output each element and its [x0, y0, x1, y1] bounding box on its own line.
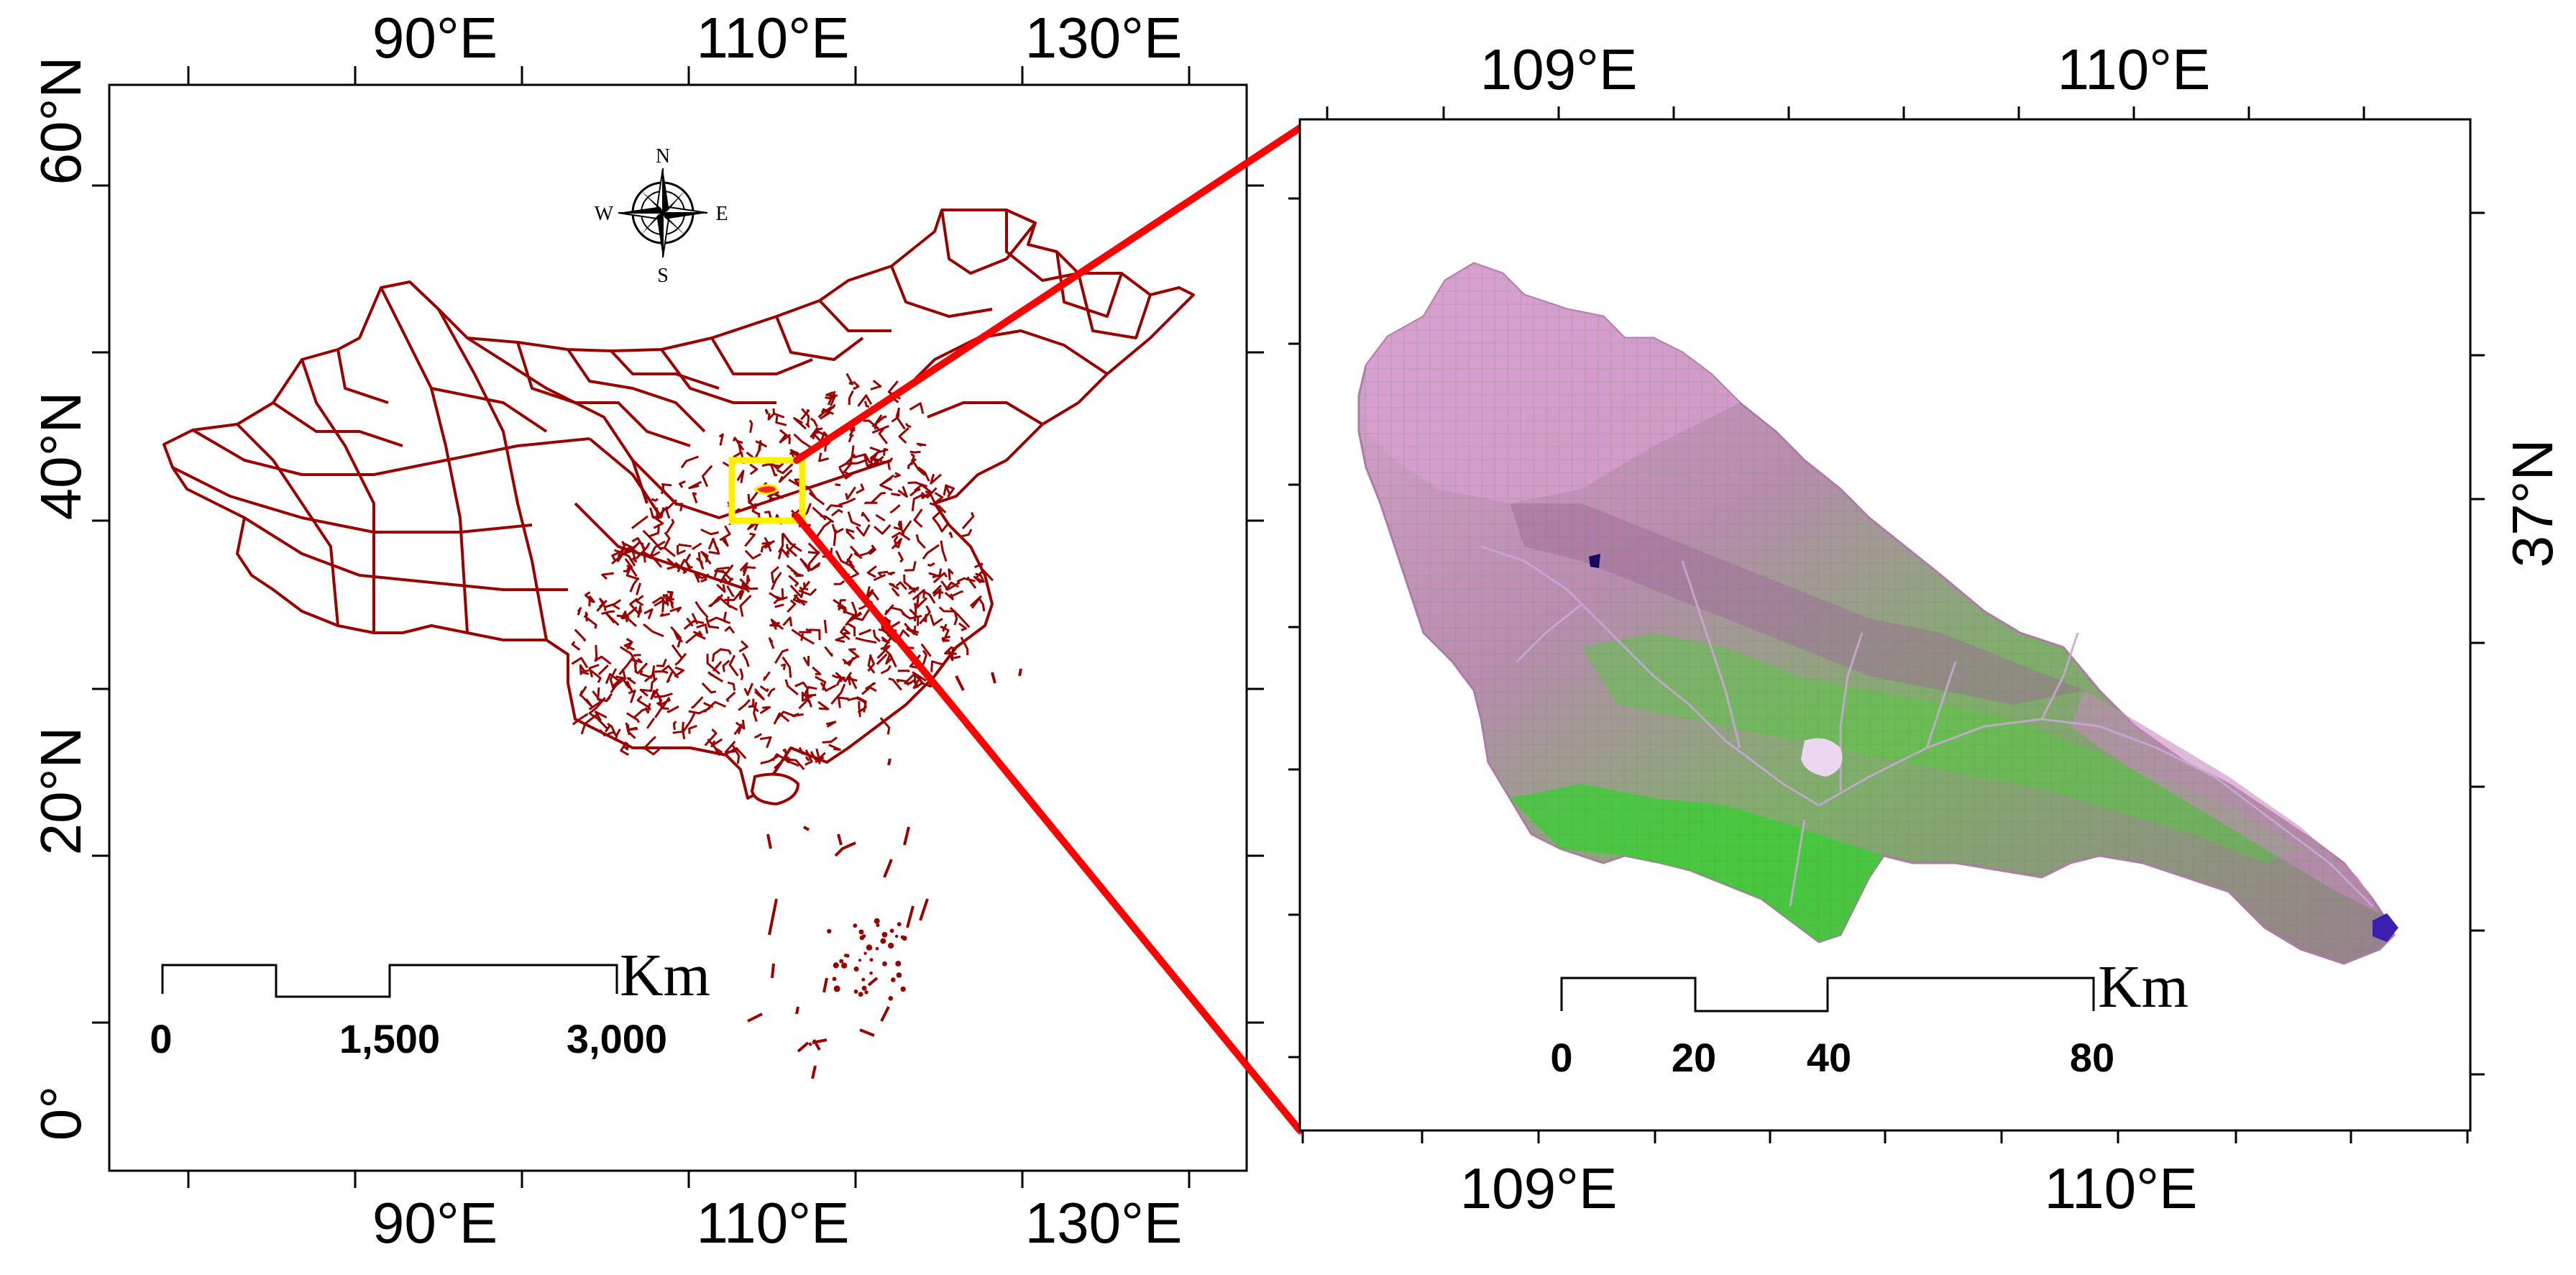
right-scale-tick-label: 20	[1672, 1035, 1716, 1080]
left-map: 90°E 110°E 130°E 90°E 110°E 130°E 60°N 4…	[29, 6, 1264, 1255]
china-dense-boundaries	[571, 373, 994, 770]
left-top-lon-label: 110°E	[697, 6, 850, 70]
island-dot	[841, 962, 848, 969]
right-right-ticks	[2470, 211, 2485, 1076]
left-map-frame	[108, 83, 1248, 1172]
island-dot	[858, 992, 863, 997]
left-scale-unit: Km	[620, 942, 710, 1009]
island-dot	[853, 989, 858, 994]
left-top-lon-label: 130°E	[1025, 6, 1183, 70]
right-bottom-ticks	[1301, 1130, 2469, 1143]
compass-e-label: E	[715, 203, 728, 225]
island-dot	[833, 985, 840, 992]
left-bottom-lon-label: 90°E	[372, 1191, 498, 1255]
right-scale-tick-label: 40	[1807, 1035, 1851, 1080]
island-dot	[861, 977, 866, 982]
island-dot	[853, 923, 858, 928]
island-dot	[896, 972, 902, 978]
island-dot	[888, 942, 894, 949]
island-dot	[889, 928, 894, 933]
island-dot	[853, 966, 859, 972]
island-dot	[839, 959, 844, 964]
compass-n-label: N	[656, 145, 670, 168]
left-bottom-ticks	[187, 1171, 1191, 1188]
right-bottom-lon-label: 109°E	[1460, 1156, 1618, 1220]
left-lat-label: 20°N	[29, 727, 93, 856]
compass-w-label: W	[595, 203, 614, 225]
compass-s-label: S	[657, 265, 669, 287]
left-side-ticks	[92, 184, 109, 1024]
island-dot	[900, 986, 906, 992]
right-top-ticks	[1326, 106, 2365, 119]
island-dot	[897, 922, 902, 927]
island-dot	[869, 958, 874, 962]
island-dot	[861, 985, 867, 991]
china-boundaries	[162, 209, 1195, 800]
island-dot	[888, 996, 894, 1001]
island-dot	[859, 935, 865, 941]
island-dot	[880, 938, 886, 944]
island-dot	[863, 951, 867, 955]
left-scale-tick-label: 0	[150, 1016, 172, 1061]
right-scale-unit: Km	[2098, 954, 2188, 1020]
island-dot	[827, 928, 832, 934]
island-dot	[832, 977, 837, 982]
study-area-marker	[753, 484, 778, 495]
right-map: 109°E 110°E 109°E 110°E 37°N	[1288, 37, 2564, 1220]
island-dots	[827, 918, 907, 1001]
island-dot	[882, 961, 887, 966]
island-dot	[858, 959, 862, 962]
right-top-lon-label: 110°E	[2058, 37, 2211, 101]
island-dot	[869, 972, 873, 975]
left-lat-label: 60°N	[29, 57, 93, 186]
right-bottom-lon-label: 110°E	[2045, 1156, 2198, 1220]
island-dot	[858, 929, 864, 935]
island-dot	[876, 923, 880, 928]
right-scale-tick-label: 0	[1550, 1035, 1572, 1080]
left-bottom-lon-label: 130°E	[1025, 1191, 1183, 1255]
island-dot	[833, 962, 839, 969]
left-lat-label: 40°N	[29, 392, 93, 521]
right-top-lon-label: 109°E	[1480, 37, 1638, 101]
island-dot	[895, 961, 902, 966]
right-left-ticks	[1288, 197, 1300, 1059]
right-scale-tick-label: 80	[2070, 1035, 2114, 1080]
island-dot	[875, 946, 879, 951]
island-dot	[894, 934, 899, 938]
right-scale-bar	[1560, 977, 2095, 1013]
left-right-ticks	[1247, 184, 1264, 1024]
island-dot	[866, 944, 873, 951]
left-top-lon-label: 90°E	[372, 6, 498, 70]
zoom-connector-lines	[793, 124, 1303, 1134]
left-scale-tick-label: 1,500	[339, 1016, 440, 1061]
left-top-ticks	[187, 66, 1191, 85]
island-dot	[900, 935, 904, 939]
island-dot	[891, 977, 896, 982]
island-dot	[864, 990, 868, 995]
left-scale-bar	[161, 964, 618, 998]
left-lat-label: 0°	[29, 1086, 93, 1141]
south-china-sea-islands	[747, 668, 1022, 1079]
island-dot	[845, 954, 850, 958]
left-bottom-lon-label: 110°E	[697, 1191, 850, 1255]
left-scale-tick-label: 3,000	[567, 1016, 667, 1061]
right-lat-label: 37°N	[2501, 439, 2564, 568]
island-dot	[874, 918, 880, 924]
compass-icon: N S E W	[595, 145, 728, 287]
county-boundary-mesh	[571, 373, 994, 770]
study-area-box	[728, 457, 806, 524]
island-dot	[881, 931, 888, 938]
